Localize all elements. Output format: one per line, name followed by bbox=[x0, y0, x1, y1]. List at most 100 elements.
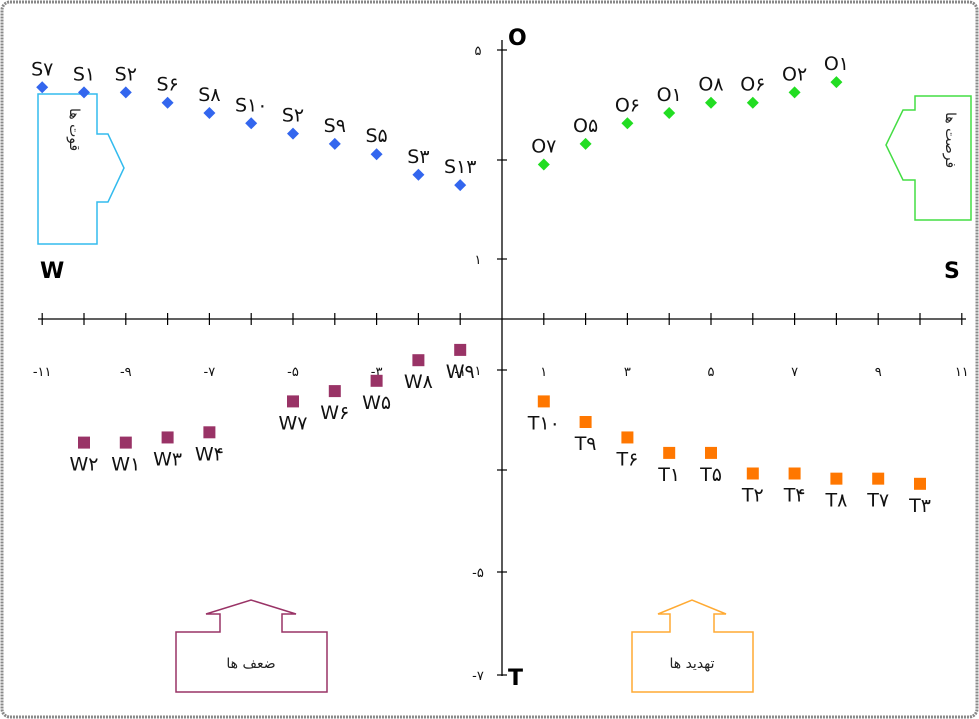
point-label-S-3: S۶ bbox=[156, 74, 178, 96]
point-W-0 bbox=[78, 436, 90, 449]
point-label-T-6: T۴ bbox=[783, 485, 806, 507]
threats-callout: تهدید ها bbox=[631, 599, 754, 693]
point-label-O-4: O۸ bbox=[698, 74, 723, 96]
point-S-2 bbox=[119, 86, 132, 99]
y-tick-label-2: ۱ bbox=[475, 364, 482, 379]
point-S-6 bbox=[287, 127, 299, 140]
point-label-T-3: T۱ bbox=[657, 464, 680, 486]
weaknesses-callout: ضعف ها bbox=[175, 599, 328, 693]
point-label-O-7: O۱ bbox=[824, 53, 849, 75]
point-W-6 bbox=[370, 374, 383, 387]
point-W-4 bbox=[287, 395, 299, 408]
point-S-3 bbox=[161, 96, 174, 109]
point-T-9 bbox=[914, 477, 926, 490]
point-W-7 bbox=[412, 354, 425, 367]
point-S-9 bbox=[412, 168, 425, 181]
point-label-W-6: W۵ bbox=[362, 392, 391, 414]
point-label-S-9: S۳ bbox=[407, 146, 429, 168]
point-S-5 bbox=[245, 117, 258, 130]
point-O-5 bbox=[746, 96, 759, 109]
point-T-4 bbox=[705, 446, 717, 459]
point-label-S-8: S۵ bbox=[365, 125, 387, 147]
point-S-4 bbox=[203, 107, 216, 119]
y-tick-label-3: -۵ bbox=[472, 566, 484, 581]
axis-letter-top: O bbox=[508, 26, 527, 51]
point-label-T-2: T۶ bbox=[615, 448, 638, 470]
y-tick-label-1: ۱ bbox=[475, 253, 482, 268]
point-label-T-4: T۵ bbox=[699, 464, 722, 486]
point-T-2 bbox=[621, 431, 634, 444]
point-label-W-4: W۷ bbox=[279, 412, 308, 434]
opportunities-arrow-shape bbox=[885, 95, 972, 221]
point-S-10 bbox=[454, 179, 467, 192]
point-T-0 bbox=[537, 395, 550, 408]
point-label-S-0: S۷ bbox=[31, 58, 53, 80]
series-W: W۲ W۱ W۳ W۴ W۷ W۶ W۵ W۸ W۹ bbox=[70, 343, 475, 476]
axis-letter-bottom: T bbox=[508, 666, 523, 691]
x-tick-label-5: -۱ bbox=[454, 365, 466, 380]
point-label-S-10: S۱۳ bbox=[444, 156, 476, 178]
point-label-T-8: T۷ bbox=[866, 490, 889, 512]
point-W-3 bbox=[203, 426, 216, 439]
point-label-O-3: O۱ bbox=[657, 84, 682, 106]
weaknesses-label: ضعف ها bbox=[226, 656, 275, 672]
point-label-W-2: W۳ bbox=[153, 448, 182, 470]
point-label-W-1: W۱ bbox=[111, 454, 140, 476]
point-label-T-0: T۱۰ bbox=[527, 412, 560, 434]
point-label-T-9: T۳ bbox=[908, 495, 931, 517]
point-O-1 bbox=[579, 137, 592, 150]
point-T-5 bbox=[746, 467, 759, 480]
point-label-W-3: W۴ bbox=[195, 443, 224, 465]
point-W-8 bbox=[454, 343, 467, 356]
point-label-W-0: W۲ bbox=[70, 454, 99, 476]
x-tick-label-2: -۷ bbox=[204, 365, 216, 380]
y-tick-label-0: ۵ bbox=[475, 44, 482, 59]
point-T-1 bbox=[579, 416, 592, 428]
point-label-O-0: O۷ bbox=[531, 136, 556, 158]
x-tick-label-11: ۱۱ bbox=[955, 365, 969, 380]
axis-letter-right: S bbox=[944, 259, 960, 284]
point-O-7 bbox=[830, 76, 843, 89]
point-O-0 bbox=[537, 158, 550, 171]
point-label-O-6: O۲ bbox=[782, 63, 807, 85]
threats-label: تهدید ها bbox=[669, 656, 714, 672]
strengths-label: قوت ها bbox=[66, 108, 82, 151]
point-label-S-7: S۹ bbox=[324, 115, 346, 137]
point-label-S-4: S۸ bbox=[198, 84, 220, 106]
axis-letter-left: W bbox=[40, 259, 64, 284]
y-tick-label-4: -۷ bbox=[472, 669, 484, 684]
series-O: O۷ O۵ O۶ O۱ O۸ O۶ O۲ O۱ bbox=[531, 53, 849, 171]
weaknesses-arrow-shape bbox=[175, 599, 328, 693]
point-W-2 bbox=[161, 431, 174, 444]
opportunities-callout: فرصت ها bbox=[885, 95, 972, 221]
x-tick-label-4: -۳ bbox=[371, 365, 383, 380]
opportunities-label: فرصت ها bbox=[942, 112, 958, 168]
point-label-W-7: W۸ bbox=[404, 371, 433, 393]
point-O-4 bbox=[705, 96, 717, 109]
point-O-2 bbox=[621, 117, 634, 130]
point-O-6 bbox=[788, 86, 801, 99]
x-tick-label-3: -۵ bbox=[287, 365, 299, 380]
point-label-O-5: O۶ bbox=[740, 74, 765, 96]
point-label-W-8: W۹ bbox=[446, 361, 475, 383]
series-T: T۱۰ T۹ T۶ T۱ T۵ T۲ T۴ T۸ T۷ T۳ bbox=[527, 395, 931, 517]
x-tick-label-6: ۱ bbox=[540, 365, 547, 380]
x-tick-label-10: ۹ bbox=[875, 365, 882, 380]
point-label-T-1: T۹ bbox=[574, 433, 597, 455]
x-tick-label-7: ۳ bbox=[624, 365, 631, 380]
point-W-5 bbox=[328, 385, 341, 398]
point-S-7 bbox=[328, 137, 341, 150]
point-O-3 bbox=[663, 107, 676, 119]
point-S-1 bbox=[78, 86, 90, 99]
strengths-callout: قوت ها bbox=[37, 93, 125, 245]
point-W-1 bbox=[119, 436, 132, 449]
point-label-S-6: S۲ bbox=[282, 105, 304, 127]
point-T-3 bbox=[663, 446, 676, 459]
point-S-0 bbox=[36, 81, 49, 94]
point-label-O-1: O۵ bbox=[573, 115, 598, 137]
point-label-W-5: W۶ bbox=[320, 402, 349, 424]
point-label-S-1: S۱ bbox=[73, 63, 95, 85]
